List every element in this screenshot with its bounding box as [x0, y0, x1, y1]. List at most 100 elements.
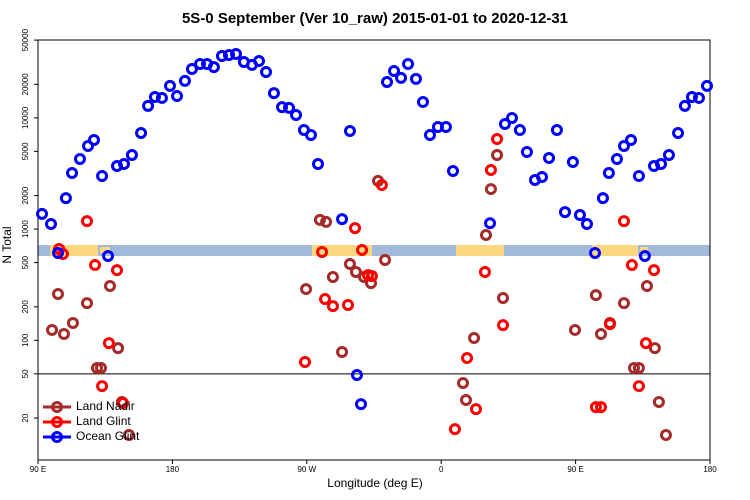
point — [125, 149, 138, 162]
point — [343, 258, 356, 271]
point — [497, 319, 510, 332]
point — [617, 297, 630, 310]
legend-label: Ocean Glint — [76, 429, 140, 443]
mask-land — [312, 245, 372, 256]
point — [122, 428, 135, 441]
point — [230, 47, 243, 60]
point — [388, 64, 401, 77]
series-0 — [46, 149, 672, 441]
point — [617, 140, 630, 153]
point — [469, 403, 482, 416]
y-tick-label: 2000 — [21, 186, 30, 204]
point — [536, 170, 548, 183]
point — [617, 215, 630, 228]
point — [491, 132, 504, 145]
point — [355, 398, 368, 411]
y-tick-label: 10000 — [21, 106, 30, 129]
point — [468, 331, 481, 344]
point — [632, 170, 645, 183]
y-tick-label: 100 — [21, 333, 30, 347]
point — [640, 279, 653, 292]
point — [316, 246, 329, 259]
point — [118, 157, 131, 170]
point — [498, 117, 511, 130]
x-tick-label: 90 E — [567, 465, 583, 474]
point — [569, 323, 582, 336]
point — [313, 213, 326, 226]
x-axis-label: Longitude (deg E) — [327, 476, 422, 490]
point — [566, 155, 579, 168]
point — [457, 377, 470, 390]
mask-land — [100, 247, 110, 253]
point — [52, 287, 65, 300]
point — [326, 300, 339, 313]
y-tick-label: 5000 — [21, 142, 30, 160]
point — [497, 292, 510, 305]
point — [655, 157, 668, 170]
point — [52, 246, 65, 259]
point — [320, 215, 333, 228]
point — [96, 170, 109, 183]
point — [89, 259, 102, 272]
point — [299, 356, 312, 369]
point — [627, 362, 640, 375]
point — [46, 323, 59, 336]
point — [349, 222, 362, 235]
point — [304, 128, 317, 141]
point — [88, 134, 100, 147]
point — [260, 66, 273, 79]
point — [672, 126, 685, 139]
point — [409, 72, 422, 85]
point — [290, 109, 303, 122]
point — [112, 342, 125, 355]
legend-marker — [51, 401, 63, 413]
point — [356, 243, 369, 256]
point — [424, 128, 436, 141]
legend-marker — [51, 431, 63, 443]
point — [513, 123, 526, 136]
point — [57, 328, 70, 341]
point — [416, 95, 429, 108]
y-tick-label: 1000 — [21, 220, 30, 238]
point — [448, 423, 461, 436]
plot-frame — [37, 39, 711, 461]
point — [36, 207, 49, 220]
point — [594, 401, 607, 414]
point — [342, 298, 355, 311]
point — [319, 293, 332, 306]
point — [596, 192, 609, 205]
point — [185, 62, 198, 75]
point — [155, 91, 168, 104]
point — [446, 164, 459, 177]
point — [395, 71, 408, 84]
point — [103, 279, 116, 292]
point — [632, 380, 645, 393]
point — [678, 99, 691, 112]
point — [267, 87, 280, 100]
point — [652, 396, 665, 409]
y-tick-label: 20 — [21, 413, 30, 422]
point — [602, 167, 615, 180]
point — [336, 213, 349, 226]
point — [171, 90, 184, 103]
point — [379, 254, 392, 267]
point — [589, 289, 602, 302]
y-tick-label: 50 — [21, 369, 30, 378]
point — [603, 318, 616, 331]
legend-label: Land Nadir — [76, 399, 135, 413]
y-tick-label: 20000 — [21, 73, 30, 96]
point — [207, 61, 220, 74]
y-tick-label: 200 — [21, 300, 30, 314]
point — [520, 146, 533, 159]
point — [326, 270, 339, 283]
point — [484, 163, 497, 176]
point — [580, 218, 593, 231]
x-tick-label: 0 — [439, 465, 444, 474]
x-tick-label: 180 — [166, 465, 180, 474]
point — [95, 362, 108, 375]
point — [659, 428, 672, 441]
x-tick-label: 90 E — [30, 465, 46, 474]
point — [276, 101, 289, 114]
mask-land — [592, 245, 638, 256]
